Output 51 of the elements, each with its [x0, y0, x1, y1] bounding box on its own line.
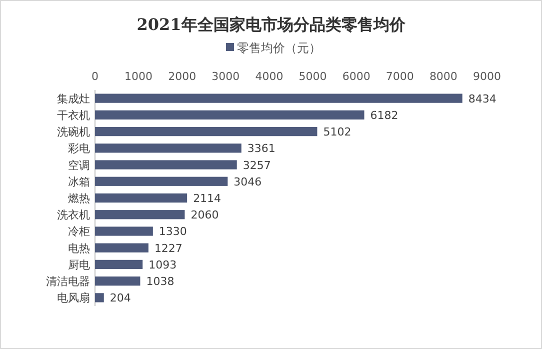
x-tick-label: 3000 — [212, 70, 240, 83]
data-label: 3257 — [242, 158, 271, 172]
bar — [95, 276, 140, 286]
y-tick-label: 厨电 — [68, 258, 90, 272]
bar — [95, 260, 143, 270]
x-tick-label: 8000 — [429, 70, 458, 83]
y-tick-label: 清洁电器 — [46, 275, 90, 288]
data-label: 2114 — [193, 192, 222, 205]
x-tick-label: 7000 — [386, 70, 414, 83]
bar — [95, 126, 318, 136]
data-label: 6182 — [370, 108, 398, 122]
data-label: 3361 — [247, 142, 276, 156]
y-tick-label: 冰箱 — [68, 175, 90, 188]
data-label: 8434 — [468, 92, 496, 106]
x-tick-label: 2000 — [168, 70, 196, 83]
data-label: 1038 — [146, 275, 174, 288]
y-tick-label: 电风扇 — [57, 292, 90, 305]
y-tick-label: 彩电 — [68, 142, 90, 156]
bar — [95, 110, 364, 120]
x-tick-label: 6000 — [342, 70, 370, 83]
bar — [95, 160, 237, 170]
bar — [95, 226, 153, 236]
bar — [95, 144, 242, 153]
y-tick-label: 冷柜 — [68, 225, 90, 238]
y-tick-label: 电热 — [68, 242, 90, 255]
y-tick-label: 洗衣机 — [57, 208, 90, 222]
chart-title: 2021年全国家电市场分品类零售均价 — [136, 15, 406, 34]
x-tick-label: 0 — [92, 70, 98, 83]
data-label: 5102 — [323, 126, 352, 139]
data-label: 204 — [110, 292, 131, 305]
data-label: 1227 — [154, 242, 182, 255]
y-tick-label: 集成灶 — [57, 92, 90, 106]
y-tick-label: 洗碗机 — [57, 126, 90, 139]
data-label: 3046 — [234, 175, 262, 188]
data-label: 2060 — [190, 208, 219, 222]
bar — [95, 176, 228, 186]
x-tick-label: 5000 — [298, 70, 327, 83]
y-tick-label: 空调 — [68, 158, 90, 172]
legend: 零售均价（元） — [226, 41, 321, 55]
data-label: 1330 — [158, 225, 187, 238]
bar — [95, 210, 185, 220]
bar — [95, 293, 104, 302]
y-tick-label: 干衣机 — [57, 108, 90, 122]
x-tick-label: 1000 — [124, 70, 153, 83]
x-tick-label: 9000 — [473, 70, 501, 83]
x-tick-label: 4000 — [255, 70, 284, 83]
data-label: 1093 — [148, 258, 177, 272]
bar — [95, 193, 188, 203]
bar — [95, 243, 148, 252]
bar — [95, 94, 462, 103]
y-tick-label: 燃热 — [68, 192, 90, 205]
